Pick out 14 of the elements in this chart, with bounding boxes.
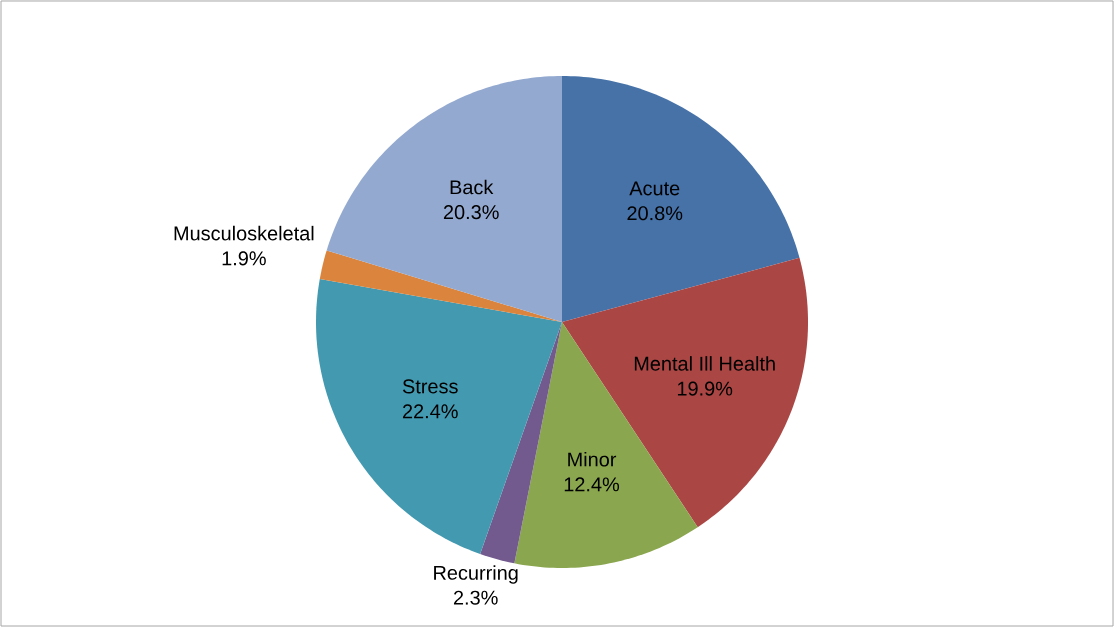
data-label: 22.4% (402, 404, 458, 419)
data-label: 1.9% (222, 251, 266, 266)
data-label: 20.8% (627, 206, 683, 221)
slice-label: Minor (568, 451, 617, 467)
data-label: 19.9% (677, 381, 733, 396)
slice-label: Recurring (434, 565, 518, 584)
data-label: 12.4% (564, 477, 620, 492)
data-label: 2.3% (453, 590, 498, 605)
slice-label: Acute (629, 181, 680, 196)
data-label: 20.3% (443, 205, 499, 220)
slice-label: Musculoskeletal (174, 225, 314, 241)
slice-label: Back (450, 179, 494, 195)
slice-label: Stress (402, 379, 458, 394)
slice-label: Mental Ill Health (634, 356, 775, 371)
